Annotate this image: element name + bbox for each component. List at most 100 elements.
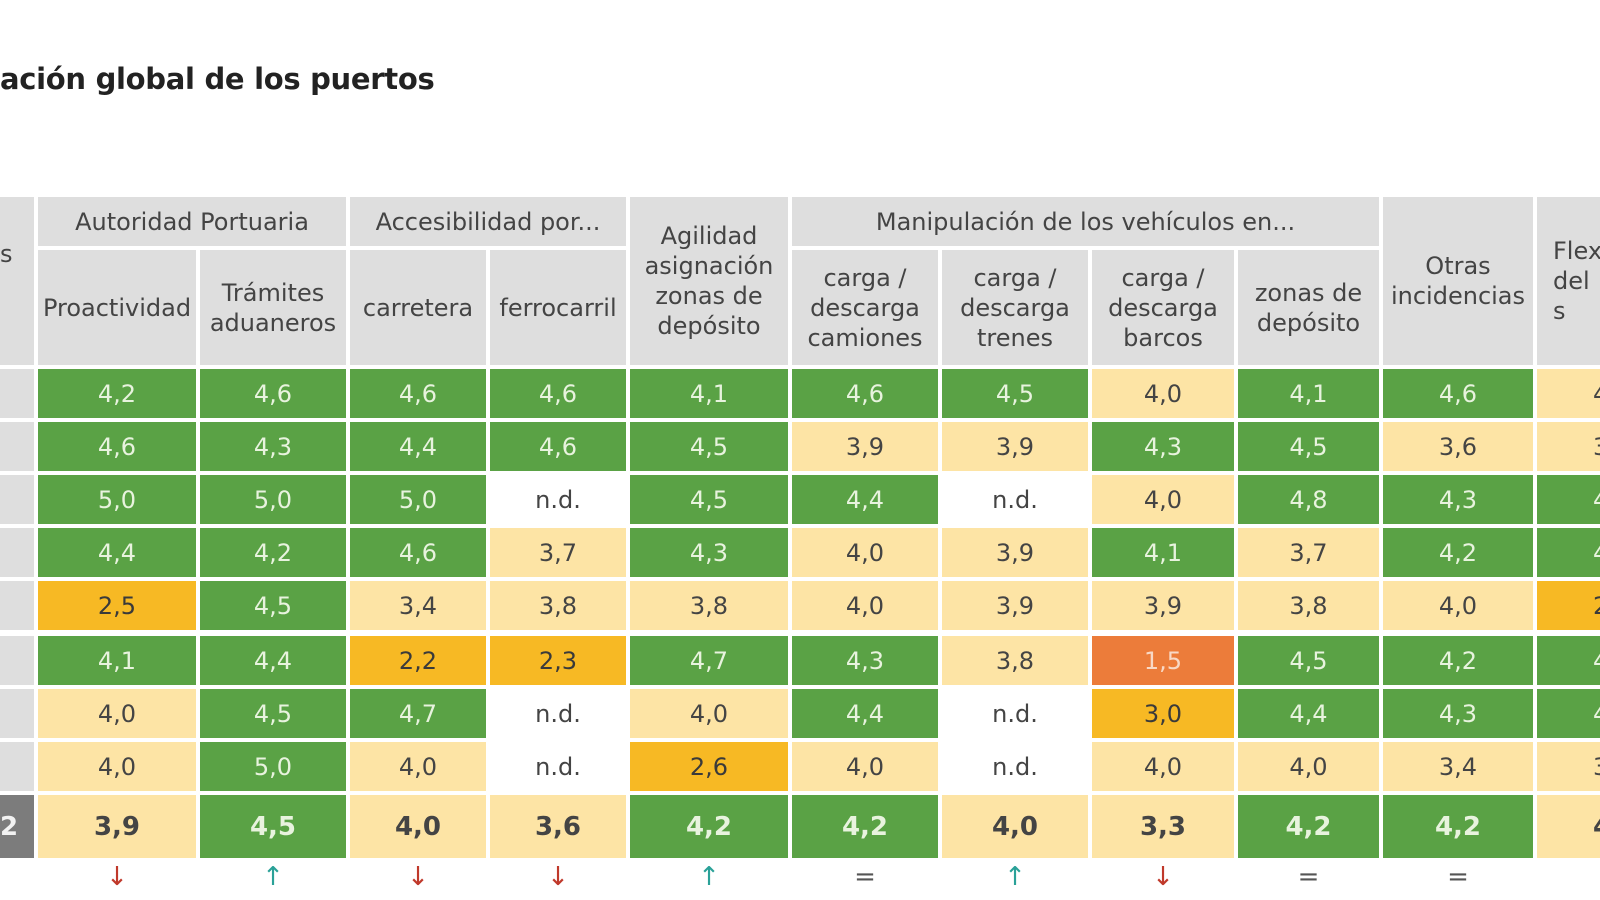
table-cell: 3,8 [630, 581, 788, 630]
table-cell: 4,3 [1092, 422, 1234, 471]
row-label [0, 689, 34, 738]
row-label [0, 528, 34, 577]
arrow-up-icon: ↑ [262, 862, 284, 892]
column-header-text: Trámites aduaneros [209, 278, 337, 337]
table-cell: 4,8 [1238, 475, 1379, 524]
column-header-carga-barcos: carga / descarga barcos [1092, 250, 1234, 365]
header-otras-text: Otras incidencias [1390, 252, 1526, 310]
table-cell: 4,0 [1238, 742, 1379, 791]
table-cell: 4,3 [792, 636, 938, 685]
total-cell: 3,3 [1092, 795, 1234, 858]
table-cell: 4,0 [792, 742, 938, 791]
table-cell: 4,5 [1238, 636, 1379, 685]
table-cell: 3,7 [1238, 528, 1379, 577]
column-header-text: Proactividad [42, 293, 192, 322]
header-flex: Flex del s [1537, 197, 1600, 365]
table-cell: n.d. [942, 689, 1088, 738]
row-label-header: s [0, 197, 34, 365]
table-cell: 3,9 [942, 528, 1088, 577]
column-header-text: zonas de depósito [1254, 278, 1363, 337]
table-cell: 2,6 [630, 742, 788, 791]
table-cell: 5,0 [350, 475, 486, 524]
table-cell: 4,6 [490, 369, 626, 418]
table-cell: 4,6 [200, 369, 346, 418]
arrow-up-icon: ↑ [1004, 862, 1026, 892]
table-cell: n.d. [490, 689, 626, 738]
table-cell: 4,4 [792, 475, 938, 524]
header-agilidad-text: Agilidad asignación zonas de depósito [644, 222, 774, 340]
table-cell: n.d. [942, 742, 1088, 791]
table-cell: 3,0 [1092, 689, 1234, 738]
equal-trend-icon: = [1297, 862, 1320, 892]
table-cell: 4,5 [630, 422, 788, 471]
table-cell: 2 [1537, 581, 1600, 630]
row-label [0, 369, 34, 418]
table-cell: 5,0 [200, 475, 346, 524]
arrow-down-icon: ↓ [1152, 862, 1174, 892]
table-cell: 4,4 [792, 689, 938, 738]
table-cell: 3,9 [792, 422, 938, 471]
equal-trend-icon: = [1447, 862, 1469, 892]
column-header-carga-trenes: carga / descarga trenes [942, 250, 1088, 365]
table-cell: 4,6 [350, 528, 486, 577]
table-cell: 4,2 [1383, 528, 1533, 577]
table-cell: 4,6 [490, 422, 626, 471]
table-cell: n.d. [942, 475, 1088, 524]
arrow-down-icon: ↓ [547, 862, 569, 892]
row-label [0, 422, 34, 471]
table-cell: 5,0 [38, 475, 196, 524]
table-cell: 2,3 [490, 636, 626, 685]
table-cell: 4,0 [792, 528, 938, 577]
table-cell: 4 [1537, 636, 1600, 685]
table-cell: 3,9 [1092, 581, 1234, 630]
table-cell: 3,7 [490, 528, 626, 577]
table-cell: 4,5 [1238, 422, 1379, 471]
equal-trend-icon: = [854, 862, 876, 892]
column-header-text: carretera [362, 293, 474, 322]
table-cell: 3,9 [942, 581, 1088, 630]
table-cell: 4,0 [1092, 742, 1234, 791]
table-cell: 4,4 [1238, 689, 1379, 738]
table-cell: 3,8 [942, 636, 1088, 685]
table-cell: 4,0 [630, 689, 788, 738]
table-cell: 4,0 [792, 581, 938, 630]
table-cell: 4,5 [200, 689, 346, 738]
column-header-text: carga / descarga camiones [807, 263, 923, 352]
total-cell: 4,2 [792, 795, 938, 858]
table-cell: 3,9 [942, 422, 1088, 471]
table-cell: 4,0 [38, 742, 196, 791]
group-header-autoridad: Autoridad Portuaria [38, 197, 346, 246]
group-header-manipulacion: Manipulación de los vehículos en... [792, 197, 1379, 246]
total-cell: 4,2 [630, 795, 788, 858]
table-cell: 2,5 [38, 581, 196, 630]
column-header-text: carga / descarga trenes [960, 263, 1070, 352]
column-header-text: carga / descarga barcos [1108, 263, 1218, 352]
table-cell: 3,6 [1383, 422, 1533, 471]
table-cell: 4,1 [1238, 369, 1379, 418]
table-cell: 2,2 [350, 636, 486, 685]
total-cell: 4,0 [942, 795, 1088, 858]
column-header-ferrocarril: ferrocarril [490, 250, 626, 365]
table-cell: 3,4 [350, 581, 486, 630]
table-cell: 4 [1537, 528, 1600, 577]
table-cell: 4,1 [1092, 528, 1234, 577]
table-cell: 4,5 [942, 369, 1088, 418]
total-cell: 4,2 [1383, 795, 1533, 858]
table-cell: 4,4 [350, 422, 486, 471]
table-cell: 4,0 [1383, 581, 1533, 630]
table-cell: 4,4 [38, 528, 196, 577]
table-cell: 4,6 [1383, 369, 1533, 418]
column-header-text: ferrocarril [499, 293, 617, 322]
column-header-carretera: carretera [350, 250, 486, 365]
table-cell: 4,2 [38, 369, 196, 418]
table-cell: 4 [1537, 369, 1600, 418]
column-header-tramites-aduaneros: Trámites aduaneros [200, 250, 346, 365]
header-flex-text: Flex del s [1553, 237, 1600, 325]
table-cell: 4,0 [1092, 369, 1234, 418]
table-cell: n.d. [490, 742, 626, 791]
arrow-down-icon: ↓ [106, 862, 128, 892]
header-agilidad: Agilidad asignación zonas de depósito [630, 197, 788, 365]
table-cell: 3 [1537, 742, 1600, 791]
arrow-up-icon: ↑ [698, 862, 720, 892]
table-cell: 4,0 [350, 742, 486, 791]
